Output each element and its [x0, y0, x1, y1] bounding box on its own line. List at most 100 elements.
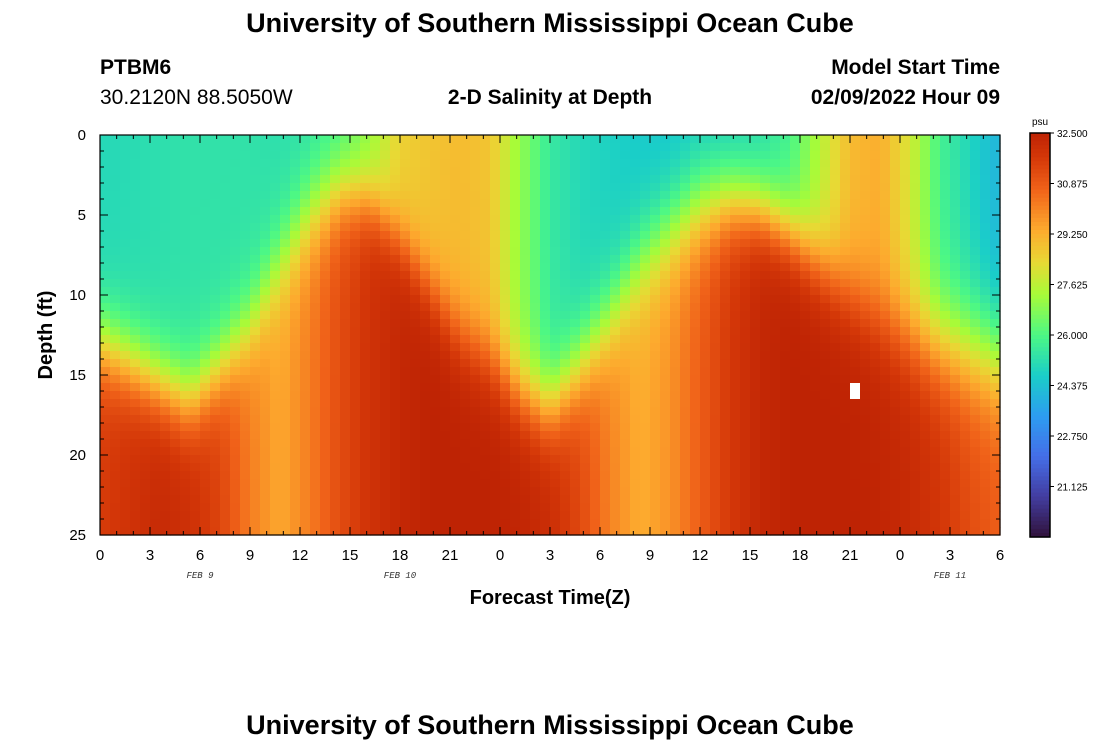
heatmap-cell	[570, 263, 581, 272]
heatmap-cell	[460, 487, 471, 496]
heatmap-cell	[430, 287, 441, 296]
heatmap-cell	[920, 367, 931, 376]
heatmap-cell	[220, 263, 231, 272]
heatmap-cell	[560, 207, 571, 216]
heatmap-cell	[250, 303, 261, 312]
heatmap-cell	[170, 479, 181, 488]
heatmap-cell	[930, 271, 941, 280]
heatmap-cell	[140, 287, 151, 296]
colorbar-segment	[1030, 165, 1050, 170]
colorbar-segment	[1030, 504, 1050, 510]
heatmap-cell	[550, 367, 561, 376]
heatmap-cell	[380, 199, 391, 208]
heatmap-cell	[340, 207, 351, 216]
heatmap-cell	[530, 383, 541, 392]
heatmap-cell	[860, 279, 871, 288]
heatmap-cell	[900, 303, 911, 312]
heatmap-cell	[990, 287, 1001, 296]
heatmap-cell	[570, 447, 581, 456]
heatmap-cell	[180, 343, 191, 352]
heatmap-cell	[100, 399, 111, 408]
heatmap-cell	[260, 255, 271, 264]
heatmap-cell	[240, 311, 251, 320]
heatmap-cell	[760, 471, 771, 480]
heatmap-cell	[230, 351, 241, 360]
heatmap-cell	[550, 327, 561, 336]
heatmap-cell	[980, 455, 991, 464]
heatmap-cell	[670, 335, 681, 344]
heatmap-cell	[730, 367, 741, 376]
heatmap-cell	[930, 391, 941, 400]
heatmap-cell	[730, 479, 741, 488]
heatmap-cell	[450, 215, 461, 224]
heatmap-cell	[560, 463, 571, 472]
heatmap-cell	[650, 359, 661, 368]
heatmap-cell	[800, 223, 811, 232]
heatmap-cell	[150, 287, 161, 296]
heatmap-cell	[590, 415, 601, 424]
heatmap-cell	[970, 247, 981, 256]
heatmap-cell	[900, 295, 911, 304]
heatmap-cell	[830, 375, 841, 384]
heatmap-cell	[490, 375, 501, 384]
heatmap-cell	[130, 295, 141, 304]
heatmap-cell	[210, 335, 221, 344]
x-tick-label: 3	[946, 547, 954, 564]
heatmap-cell	[860, 423, 871, 432]
heatmap-cell	[250, 215, 261, 224]
heatmap-cell	[420, 519, 431, 528]
heatmap-cell	[290, 167, 301, 176]
heatmap-cell	[660, 311, 671, 320]
heatmap-cell	[110, 295, 121, 304]
heatmap-cell	[860, 487, 871, 496]
heatmap-cell	[880, 263, 891, 272]
heatmap-cell	[610, 487, 621, 496]
heatmap-cell	[380, 375, 391, 384]
heatmap-cell	[510, 327, 521, 336]
heatmap-cell	[590, 495, 601, 504]
heatmap-cell	[890, 271, 901, 280]
colorbar-segment	[1030, 177, 1050, 183]
heatmap-cell	[640, 335, 651, 344]
heatmap-cell	[940, 351, 951, 360]
heatmap-cell	[210, 231, 221, 240]
heatmap-cell	[180, 207, 191, 216]
heatmap-cell	[750, 439, 761, 448]
heatmap-cell	[710, 383, 721, 392]
heatmap-cell	[420, 495, 431, 504]
heatmap-cell	[400, 303, 411, 312]
heatmap-cell	[250, 287, 261, 296]
heatmap-cell	[140, 447, 151, 456]
heatmap-cell	[550, 143, 561, 152]
heatmap-cell	[240, 471, 251, 480]
heatmap-cell	[660, 407, 671, 416]
heatmap-cell	[750, 183, 761, 192]
heatmap-cell	[580, 279, 591, 288]
heatmap-cell	[500, 311, 511, 320]
heatmap-cell	[600, 391, 611, 400]
heatmap-cell	[840, 255, 851, 264]
heatmap-cell	[790, 423, 801, 432]
heatmap-cell	[620, 487, 631, 496]
heatmap-cell	[430, 343, 441, 352]
heatmap-cell	[740, 359, 751, 368]
heatmap-cell	[750, 319, 761, 328]
heatmap-cell	[370, 215, 381, 224]
heatmap-cell	[140, 239, 151, 248]
heatmap-cell	[390, 455, 401, 464]
heatmap-cell	[120, 239, 131, 248]
heatmap-cell	[710, 471, 721, 480]
heatmap-cell	[800, 215, 811, 224]
heatmap-cell	[590, 279, 601, 288]
heatmap-cell	[660, 503, 671, 512]
heatmap-cell	[320, 511, 331, 520]
heatmap-cell	[530, 463, 541, 472]
heatmap-cell	[240, 335, 251, 344]
heatmap-cell	[600, 335, 611, 344]
heatmap-cell	[760, 487, 771, 496]
heatmap-cell	[280, 215, 291, 224]
heatmap-cell	[410, 271, 421, 280]
heatmap-cell	[800, 311, 811, 320]
heatmap-cell	[110, 215, 121, 224]
heatmap-cell	[510, 215, 521, 224]
